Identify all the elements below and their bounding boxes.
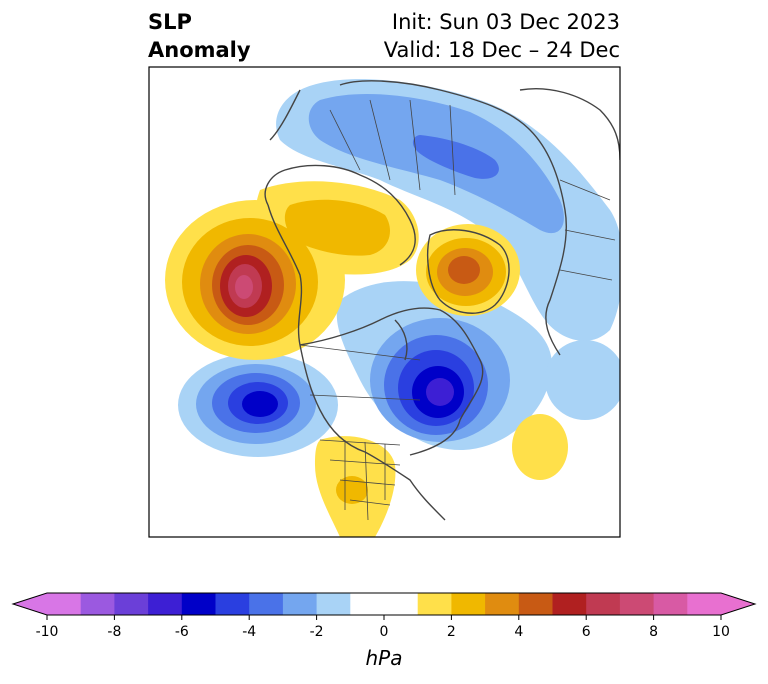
title-field: Anomaly — [148, 38, 251, 62]
colorbar-cell — [114, 593, 149, 615]
colorbar-unit-label: hPa — [365, 646, 403, 670]
positive-anomaly-southwest — [315, 436, 396, 537]
colorbar-tick-label: 0 — [379, 624, 389, 640]
negative-anomaly-pacific — [178, 353, 338, 457]
colorbar-cell — [653, 593, 688, 615]
positive-anomaly-pacific — [165, 181, 419, 360]
colorbar-tick-label: 10 — [712, 624, 730, 640]
colorbar-tick-label: -8 — [107, 624, 122, 640]
colorbar-cell — [417, 593, 452, 615]
colorbar-extend-max — [721, 593, 755, 615]
colorbar-cell — [350, 593, 385, 615]
colorbar-cell — [282, 593, 318, 615]
colorbar-cell — [249, 593, 284, 615]
map-dates: Init: Sun 03 Dec 2023 Valid: 18 Dec – 24… — [384, 8, 620, 64]
colorbar-cell — [687, 593, 722, 615]
colorbar-extend-min — [13, 593, 47, 615]
valid-date-label: Valid: 18 Dec – 24 Dec — [383, 38, 620, 62]
colorbar-tick-label: -10 — [35, 624, 59, 640]
positive-anomaly-arctic — [416, 224, 520, 316]
colorbar-cells — [47, 593, 722, 615]
colorbar-tick-label: 8 — [649, 624, 659, 640]
colorbar-cell — [80, 593, 115, 615]
init-date-label: Init: Sun 03 Dec 2023 — [391, 10, 620, 34]
colorbar-cell — [47, 593, 82, 615]
colorbar-cell — [451, 593, 486, 615]
colorbar-cell — [586, 593, 621, 615]
colorbar-tick-label: -2 — [309, 624, 324, 640]
colorbar-tick-label: -6 — [174, 624, 189, 640]
colorbar-cell — [148, 593, 183, 615]
negative-anomaly-arctic — [276, 79, 620, 341]
anomaly-fill — [165, 79, 620, 537]
positive-anomaly-atlantic — [512, 414, 568, 480]
colorbar-cell — [518, 593, 553, 615]
colorbar-cell — [316, 593, 351, 615]
colorbar-ticks — [46, 615, 722, 620]
borders — [299, 99, 616, 521]
colorbar-tick-label: 2 — [446, 624, 456, 640]
colorbar-cell — [552, 593, 587, 615]
map-frame — [148, 66, 621, 538]
colorbar-cell — [619, 593, 655, 615]
colorbar-tick-label: 4 — [514, 624, 524, 640]
colorbar-tick-label: -4 — [242, 624, 257, 640]
colorbar-cell — [215, 593, 250, 615]
colorbar-cell — [384, 593, 419, 615]
colorbar-cell — [485, 593, 520, 615]
coastlines — [264, 80, 620, 521]
colorbar-cell — [181, 593, 216, 615]
map-title: SLP Anomaly — [148, 8, 251, 64]
colorbar-tick-label: 6 — [581, 624, 591, 640]
title-variable: SLP — [148, 10, 192, 34]
